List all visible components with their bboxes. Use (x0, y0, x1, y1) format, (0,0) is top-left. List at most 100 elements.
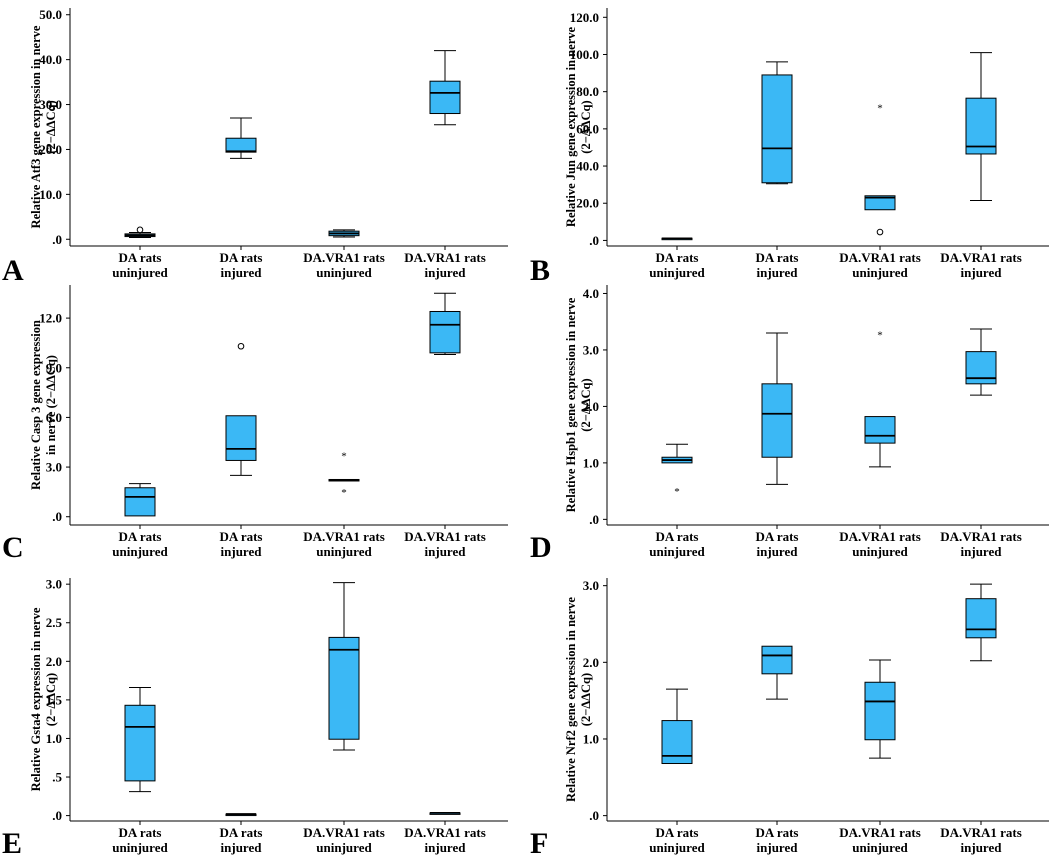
y-tick-label: 3.0 (583, 342, 599, 357)
iqr-box (124, 487, 156, 517)
x-category-label: injured (961, 544, 1003, 559)
x-category-label: DA.VRA1 rats (940, 250, 1022, 265)
x-category-label: DA.VRA1 rats (303, 529, 385, 544)
box-3 (328, 478, 360, 482)
x-category-label: DA.VRA1 rats (303, 250, 385, 265)
panel-label: D (530, 531, 552, 564)
box-1 (661, 237, 693, 241)
x-category-label: DA.VRA1 rats (940, 529, 1022, 544)
panel-label: B (530, 254, 550, 287)
iqr-box (429, 310, 461, 354)
y-axis-label-line: Relative Atf3 gene expression in nerve (29, 25, 43, 228)
y-tick-label: 20.0 (39, 142, 62, 157)
y-tick-label: 20.0 (576, 196, 599, 211)
y-axis-label: Relative Hspb1 gene expression in nerve(… (564, 297, 593, 512)
y-axis-label-line: (2−ΔΔCq) (579, 100, 593, 153)
x-category-label: DA.VRA1 rats (839, 250, 921, 265)
x-category-label: DA.VRA1 rats (839, 529, 921, 544)
x-category-label: uninjured (316, 544, 372, 559)
y-tick-label: 3.0 (583, 578, 599, 593)
y-axis-label-line: Relative Hspb1 gene expression in nerve (564, 297, 578, 512)
box-4 (429, 50, 461, 126)
x-category-label: DA rats (220, 250, 263, 265)
y-tick-label: 12.0 (39, 311, 62, 326)
x-category-label: uninjured (112, 840, 168, 855)
x-category-label: injured (757, 544, 799, 559)
outlier-circle (876, 228, 884, 236)
box-2 (225, 117, 257, 159)
x-category-label: uninjured (112, 544, 168, 559)
x-category-label: DA rats (220, 825, 263, 840)
x-category-label: uninjured (852, 265, 908, 280)
panel-label: A (2, 254, 24, 287)
y-axis-label-line: Relative Casp 3 gene expression (29, 320, 43, 490)
x-category-label: DA rats (756, 250, 799, 265)
y-axis-label-line: Relative Jun gene expression in nerve (564, 26, 578, 227)
panel-label: C (2, 531, 24, 564)
panel-f: .0 1.0 2.0 3.0 Relative Nrf2 gene expression… (530, 578, 1049, 859)
box-1 (124, 483, 156, 517)
x-category-label: DA rats (656, 825, 699, 840)
y-tick-label: .5 (52, 770, 62, 785)
box-3 (864, 659, 896, 759)
panel-label: F (530, 827, 548, 859)
y-tick-label: 4.0 (583, 286, 599, 301)
iqr-box (761, 383, 793, 458)
x-category-label: DA rats (756, 529, 799, 544)
x-category-label: DA rats (656, 250, 699, 265)
x-category-label: uninjured (649, 840, 705, 855)
outlier-circle (136, 226, 144, 234)
y-tick-label: .0 (52, 808, 62, 823)
x-category-label: DA.VRA1 rats (839, 825, 921, 840)
x-category-label: uninjured (649, 544, 705, 559)
x-category-label: DA.VRA1 rats (303, 825, 385, 840)
iqr-box (661, 720, 693, 765)
x-category-label: DA.VRA1 rats (404, 825, 486, 840)
x-category-label: injured (961, 840, 1003, 855)
iqr-box (965, 97, 997, 155)
y-tick-label: .0 (589, 512, 599, 527)
box-2 (761, 61, 793, 185)
y-axis-label-line: Relative Nrf2 gene expression in nerve (564, 597, 578, 802)
x-category-label: uninjured (316, 840, 372, 855)
x-category-label: uninjured (852, 840, 908, 855)
outlier-star: * (877, 330, 883, 342)
y-tick-label: 2.0 (583, 655, 599, 670)
iqr-box (429, 80, 461, 115)
iqr-box (124, 704, 156, 782)
y-tick-label: 3.0 (46, 460, 62, 475)
box-3 (328, 582, 360, 751)
iqr-box (225, 137, 257, 153)
y-tick-label: 2.5 (46, 615, 63, 630)
iqr-box (864, 416, 896, 444)
box-3 (328, 229, 360, 238)
x-category-label: DA rats (119, 250, 162, 265)
box-1 (124, 687, 156, 793)
y-tick-label: 2.0 (583, 399, 599, 414)
x-category-label: injured (757, 840, 799, 855)
box-1 (124, 232, 156, 238)
y-axis-label: Relative Gsta4 expression in nerve(2−ΔΔC… (29, 607, 58, 791)
panel-label: E (2, 827, 22, 859)
y-axis-label: Relative Atf3 gene expression in nerve(2… (29, 25, 58, 228)
x-category-label: injured (425, 265, 467, 280)
x-category-label: DA rats (756, 825, 799, 840)
y-tick-label: 60.0 (576, 121, 599, 136)
x-category-label: DA rats (119, 529, 162, 544)
box-2 (225, 813, 257, 817)
box-4 (965, 52, 997, 201)
panel-a: .0 10.0 20.0 30.0 40.0 50.0 Relative Atf3 gene… (2, 7, 508, 287)
iqr-box (864, 681, 896, 741)
x-category-label: injured (221, 840, 263, 855)
x-category-label: DA rats (220, 529, 263, 544)
y-tick-label: 6.0 (46, 410, 62, 425)
y-axis-label-line: Relative Gsta4 expression in nerve (29, 607, 43, 791)
y-tick-label: 1.5 (46, 692, 63, 707)
y-tick-label: .0 (52, 509, 62, 524)
y-axis-label: Relative Jun gene expression in nerve(2−… (564, 26, 593, 227)
iqr-box (328, 636, 360, 740)
y-tick-label: 1.0 (583, 731, 599, 746)
y-tick-label: 120.0 (570, 10, 599, 25)
